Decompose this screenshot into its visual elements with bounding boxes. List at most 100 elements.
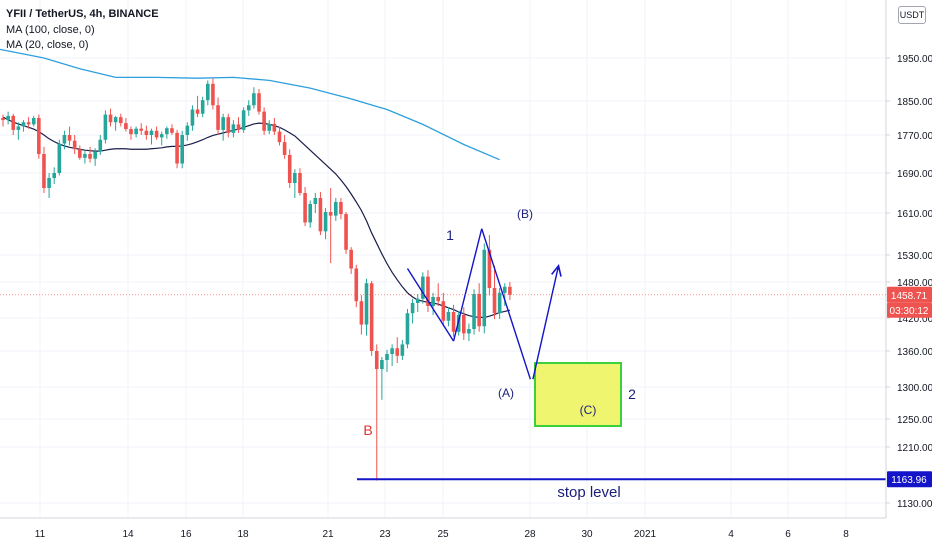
candle-body bbox=[103, 114, 108, 140]
candle-body bbox=[246, 105, 251, 111]
time-tick-label: 4 bbox=[728, 529, 734, 540]
candle-body bbox=[88, 154, 92, 159]
candle-body bbox=[236, 124, 241, 130]
candle bbox=[159, 131, 164, 146]
candle-body bbox=[441, 301, 446, 321]
candle-body bbox=[139, 128, 144, 131]
candle-body bbox=[262, 111, 266, 131]
candle-body bbox=[175, 132, 179, 164]
wave-line-1-A bbox=[406, 268, 455, 342]
candle-body bbox=[421, 276, 425, 299]
candle bbox=[200, 96, 205, 118]
candle-body bbox=[431, 297, 435, 306]
candle-body bbox=[124, 123, 128, 130]
candle bbox=[492, 265, 497, 320]
time-tick-label: 14 bbox=[122, 529, 134, 540]
candle bbox=[272, 118, 277, 135]
candle-body bbox=[26, 122, 31, 125]
candle-body bbox=[47, 178, 51, 188]
candle bbox=[446, 307, 451, 327]
candle bbox=[287, 149, 292, 188]
candle-body bbox=[190, 109, 195, 126]
candle bbox=[221, 113, 225, 141]
candle bbox=[113, 115, 118, 131]
wave-label-1: 1 bbox=[446, 227, 454, 243]
candle-body bbox=[303, 193, 307, 223]
candle-body bbox=[426, 276, 430, 306]
candle bbox=[52, 167, 56, 184]
candle bbox=[83, 150, 87, 164]
candle bbox=[482, 243, 487, 334]
price-tick-label: 1210.00 bbox=[897, 443, 932, 454]
candle bbox=[339, 198, 343, 220]
stop-level-badge: 1163.96 bbox=[891, 475, 927, 486]
candle bbox=[26, 117, 31, 129]
candle bbox=[93, 148, 97, 166]
candle-body bbox=[149, 130, 154, 135]
candle bbox=[67, 126, 72, 146]
candle-body bbox=[287, 154, 292, 183]
candle bbox=[334, 198, 338, 221]
candle-body bbox=[272, 123, 277, 132]
price-tick-label: 1530.00 bbox=[897, 251, 932, 262]
candle-body bbox=[108, 114, 113, 123]
wave-label-A: (A) bbox=[498, 386, 514, 400]
candle-body bbox=[334, 202, 338, 216]
ma100-line bbox=[0, 48, 500, 161]
candle bbox=[16, 122, 21, 140]
wave-line-A-B bbox=[452, 228, 483, 342]
candle-body bbox=[492, 288, 497, 314]
candle bbox=[211, 78, 215, 110]
candle bbox=[369, 280, 374, 356]
candle-body bbox=[313, 198, 318, 204]
time-tick-label: 30 bbox=[581, 529, 593, 540]
countdown-badge-bg bbox=[887, 302, 932, 318]
candle-body bbox=[83, 154, 87, 158]
candle bbox=[42, 146, 46, 193]
candle bbox=[21, 120, 26, 132]
candle bbox=[323, 208, 328, 240]
candle-body bbox=[508, 286, 512, 295]
candle bbox=[88, 146, 92, 163]
candle bbox=[78, 145, 82, 160]
candle bbox=[451, 304, 456, 337]
candle bbox=[139, 123, 144, 135]
price-tick-label: 1300.00 bbox=[897, 383, 932, 394]
candle bbox=[118, 113, 123, 127]
ma20-legend: MA (20, close, 0) bbox=[6, 39, 89, 51]
candle-body bbox=[6, 115, 10, 121]
candle bbox=[231, 120, 236, 138]
candle-body bbox=[37, 118, 41, 154]
time-tick-label: 25 bbox=[437, 529, 449, 540]
candle-body bbox=[462, 315, 466, 334]
currency-button[interactable]: USDT bbox=[898, 6, 926, 24]
candle-body bbox=[369, 283, 374, 351]
candle-body bbox=[359, 301, 364, 325]
candle bbox=[129, 126, 133, 140]
candle bbox=[124, 118, 128, 132]
candle-body bbox=[221, 117, 225, 130]
candle-body bbox=[400, 344, 405, 356]
candle-body bbox=[257, 93, 261, 112]
candle bbox=[282, 135, 287, 159]
candle-body bbox=[134, 128, 138, 135]
candle bbox=[252, 87, 256, 109]
candle-body bbox=[323, 212, 328, 232]
candle-body bbox=[502, 286, 507, 293]
candle bbox=[257, 88, 261, 115]
candle-body bbox=[267, 123, 272, 131]
candle-body bbox=[405, 313, 410, 345]
candle-body bbox=[482, 249, 487, 327]
candle bbox=[441, 292, 446, 327]
candle-body bbox=[410, 303, 415, 314]
candle bbox=[6, 111, 10, 125]
candle bbox=[477, 283, 481, 332]
candle-body bbox=[52, 173, 56, 178]
candle-body bbox=[451, 312, 456, 332]
candle-body bbox=[385, 354, 389, 360]
candle bbox=[246, 100, 251, 116]
candle bbox=[31, 115, 36, 127]
